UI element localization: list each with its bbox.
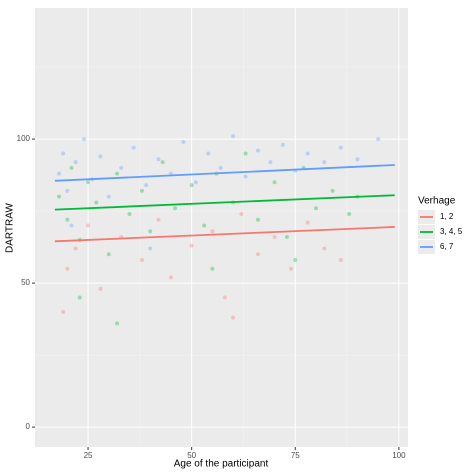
legend-label: 6, 7 — [440, 242, 454, 251]
point — [272, 235, 277, 240]
fit-line — [54, 194, 395, 211]
point — [69, 165, 74, 170]
point — [322, 160, 327, 165]
point — [347, 211, 352, 216]
point — [69, 223, 74, 228]
point — [81, 137, 86, 142]
point — [73, 160, 78, 165]
y-tick-label: 0 — [26, 422, 31, 431]
point — [239, 211, 244, 216]
point — [86, 223, 91, 228]
point — [210, 266, 215, 271]
point — [173, 206, 178, 211]
point — [139, 188, 144, 193]
point — [255, 217, 260, 222]
point — [106, 194, 111, 199]
fit-line — [54, 226, 395, 243]
point — [280, 142, 285, 147]
point — [268, 160, 273, 165]
point — [243, 151, 248, 156]
point — [115, 171, 120, 176]
point — [77, 295, 82, 300]
y-axis-title: DARTRAW — [5, 202, 16, 253]
point — [65, 266, 70, 271]
point — [243, 174, 248, 179]
point — [156, 157, 161, 162]
panel — [35, 8, 408, 447]
point — [160, 160, 165, 165]
point — [61, 309, 66, 314]
legend-label: 3, 4, 5 — [440, 227, 463, 236]
point — [57, 171, 62, 176]
point — [218, 165, 223, 170]
point — [284, 235, 289, 240]
point — [376, 137, 381, 142]
point — [338, 145, 343, 150]
point — [106, 252, 111, 257]
point — [305, 151, 310, 156]
point — [330, 188, 335, 193]
x-axis-title: Age of the participant — [174, 459, 269, 470]
point — [127, 211, 132, 216]
point — [355, 157, 360, 162]
point — [272, 180, 277, 185]
point — [189, 243, 194, 248]
point — [181, 139, 186, 144]
x-tick-label: 25 — [84, 451, 93, 460]
point — [202, 223, 207, 228]
point — [65, 217, 70, 222]
point — [148, 229, 153, 234]
point — [119, 165, 124, 170]
x-tick-label: 100 — [392, 451, 406, 460]
point — [115, 321, 120, 326]
legend-title: Verhage — [418, 196, 456, 207]
point — [193, 180, 198, 185]
point — [139, 258, 144, 263]
point — [131, 145, 136, 150]
point — [94, 200, 99, 205]
point — [144, 183, 149, 188]
x-tick-label: 75 — [291, 451, 300, 460]
point — [98, 286, 103, 291]
point — [210, 229, 215, 234]
point — [206, 151, 211, 156]
point — [222, 295, 227, 300]
x-tick-label: 50 — [187, 451, 196, 460]
point — [255, 148, 260, 153]
point — [305, 220, 310, 225]
point — [338, 258, 343, 263]
point — [98, 154, 103, 159]
y-tick-label: 50 — [21, 278, 30, 287]
legend-label: 1, 2 — [440, 212, 454, 221]
point — [86, 180, 91, 185]
point — [313, 206, 318, 211]
fit-line — [54, 164, 395, 182]
point — [231, 134, 236, 139]
y-tick-label: 100 — [17, 134, 31, 143]
point — [168, 275, 173, 280]
point — [189, 183, 194, 188]
point — [231, 315, 236, 320]
point — [289, 266, 294, 271]
point — [156, 217, 161, 222]
point — [322, 246, 327, 251]
point — [255, 252, 260, 257]
point — [61, 151, 66, 156]
point — [148, 246, 153, 251]
point — [293, 258, 298, 263]
point — [65, 188, 70, 193]
point — [73, 246, 78, 251]
point — [57, 194, 62, 199]
